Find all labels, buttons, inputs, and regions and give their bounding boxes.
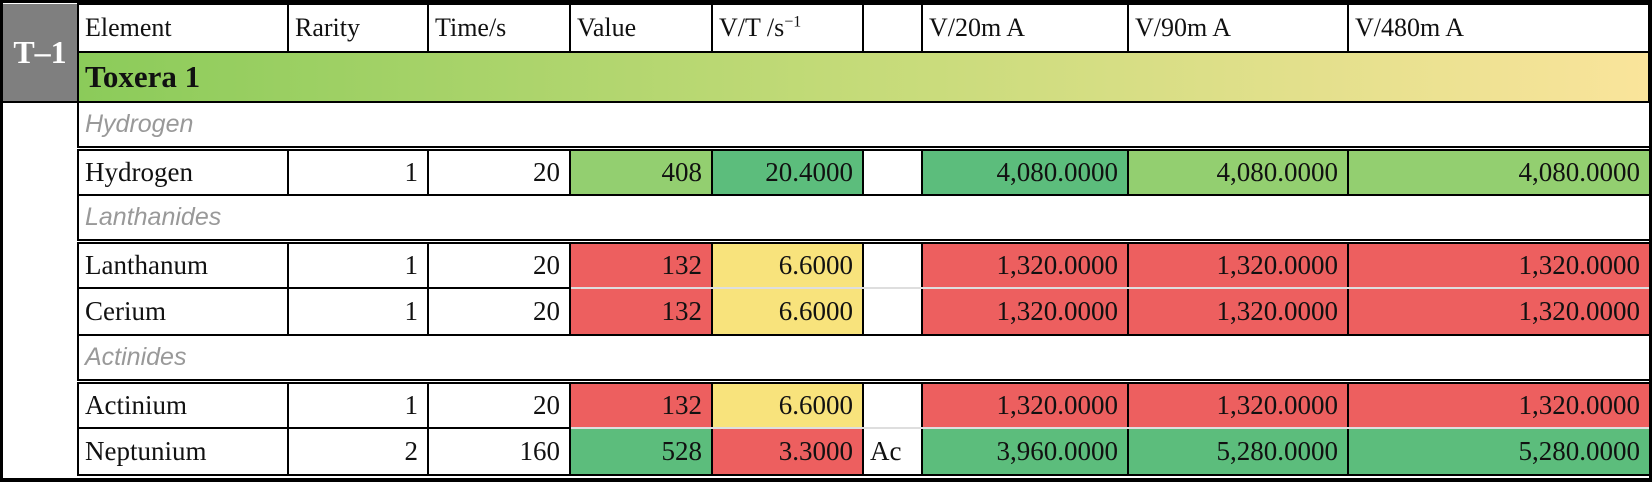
cell-element[interactable]: Lanthanum <box>77 241 288 289</box>
cell-v480[interactable]: 5,280.0000 <box>1347 428 1649 476</box>
cell-rarity[interactable]: 2 <box>287 428 428 476</box>
cell-note[interactable] <box>862 241 922 289</box>
col-header-v480[interactable]: V/480m A <box>1347 3 1649 53</box>
cell-vt[interactable]: 20.4000 <box>711 148 863 196</box>
col-header-time[interactable]: Time/s <box>427 3 571 53</box>
section-row-actinides: Actinides <box>3 334 1649 384</box>
cell-note[interactable] <box>862 148 922 196</box>
cell-time[interactable]: 20 <box>427 148 570 196</box>
cell-note[interactable] <box>862 288 922 336</box>
cell-v90[interactable]: 5,280.0000 <box>1127 428 1348 476</box>
cell-v90[interactable]: 1,320.0000 <box>1127 288 1348 336</box>
cell-element[interactable]: Neptunium <box>77 428 288 476</box>
tier-corner-cell[interactable]: T–1 <box>3 4 79 103</box>
cell-value[interactable]: 408 <box>569 148 712 196</box>
col-header-vt[interactable]: V/T /s−1 <box>711 3 864 53</box>
cell-value[interactable]: 132 <box>569 241 712 289</box>
cell-v20[interactable]: 1,320.0000 <box>921 381 1128 429</box>
spreadsheet-grid: T–1 Element Rarity Time/s Value V/T /s−1… <box>3 3 1649 476</box>
cell-v480[interactable]: 1,320.0000 <box>1347 241 1649 289</box>
group-title-row: Toxera 1 <box>3 51 1649 103</box>
col-header-element[interactable]: Element <box>77 3 289 53</box>
cell-time[interactable]: 20 <box>427 241 570 289</box>
cell-vt[interactable]: 6.6000 <box>711 288 863 336</box>
row-neptunium: Neptunium 2 160 528 3.3000 Ac 3,960.0000… <box>3 428 1649 476</box>
cell-note[interactable]: Ac <box>862 428 922 476</box>
cell-rarity[interactable]: 1 <box>287 148 428 196</box>
cell-v480[interactable]: 1,320.0000 <box>1347 288 1649 336</box>
group-title-cell[interactable]: Toxera 1 <box>77 51 1649 103</box>
col-header-value[interactable]: Value <box>569 3 713 53</box>
col-header-note[interactable] <box>862 3 923 53</box>
row-lanthanum: Lanthanum 1 20 132 6.6000 1,320.0000 1,3… <box>3 241 1649 289</box>
cell-vt[interactable]: 6.6000 <box>711 241 863 289</box>
cell-v90[interactable]: 4,080.0000 <box>1127 148 1348 196</box>
vt-label-base: V/T /s <box>719 13 785 42</box>
header-row: T–1 Element Rarity Time/s Value V/T /s−1… <box>3 3 1649 103</box>
section-row-lanthanides: Lanthanides <box>3 194 1649 244</box>
col-header-v20[interactable]: V/20m A <box>921 3 1129 53</box>
cell-v20[interactable]: 1,320.0000 <box>921 288 1128 336</box>
cell-v90[interactable]: 1,320.0000 <box>1127 381 1348 429</box>
cell-v480[interactable]: 1,320.0000 <box>1347 381 1649 429</box>
col-header-v90[interactable]: V/90m A <box>1127 3 1349 53</box>
cell-value[interactable]: 132 <box>569 381 712 429</box>
cell-time[interactable]: 20 <box>427 288 570 336</box>
vt-label-sup: −1 <box>784 13 802 31</box>
cell-v90[interactable]: 1,320.0000 <box>1127 241 1348 289</box>
cell-rarity[interactable]: 1 <box>287 381 428 429</box>
section-label-lanthanides[interactable]: Lanthanides <box>77 194 1649 244</box>
section-row-hydrogen: Hydrogen <box>3 101 1649 475</box>
cell-v480[interactable]: 4,080.0000 <box>1347 148 1649 196</box>
cell-vt[interactable]: 6.6000 <box>711 381 863 429</box>
left-gutter-cell <box>3 102 79 475</box>
cell-note[interactable] <box>862 381 922 429</box>
cell-time[interactable]: 160 <box>427 428 570 476</box>
cell-time[interactable]: 20 <box>427 381 570 429</box>
cell-element[interactable]: Cerium <box>77 288 288 336</box>
cell-v20[interactable]: 3,960.0000 <box>921 428 1128 476</box>
cell-value[interactable]: 528 <box>569 428 712 476</box>
col-header-rarity[interactable]: Rarity <box>287 3 429 53</box>
cell-element[interactable]: Hydrogen <box>77 148 288 196</box>
row-actinium: Actinium 1 20 132 6.6000 1,320.0000 1,32… <box>3 381 1649 429</box>
cell-rarity[interactable]: 1 <box>287 288 428 336</box>
cell-rarity[interactable]: 1 <box>287 241 428 289</box>
row-cerium: Cerium 1 20 132 6.6000 1,320.0000 1,320.… <box>3 288 1649 336</box>
cell-value[interactable]: 132 <box>569 288 712 336</box>
section-label-actinides[interactable]: Actinides <box>77 334 1649 384</box>
cell-element[interactable]: Actinium <box>77 381 288 429</box>
cell-vt[interactable]: 3.3000 <box>711 428 863 476</box>
cell-v20[interactable]: 4,080.0000 <box>921 148 1128 196</box>
row-hydrogen: Hydrogen 1 20 408 20.4000 4,080.0000 4,0… <box>3 148 1649 196</box>
cell-v20[interactable]: 1,320.0000 <box>921 241 1128 289</box>
section-label-hydrogen[interactable]: Hydrogen <box>77 101 1649 151</box>
